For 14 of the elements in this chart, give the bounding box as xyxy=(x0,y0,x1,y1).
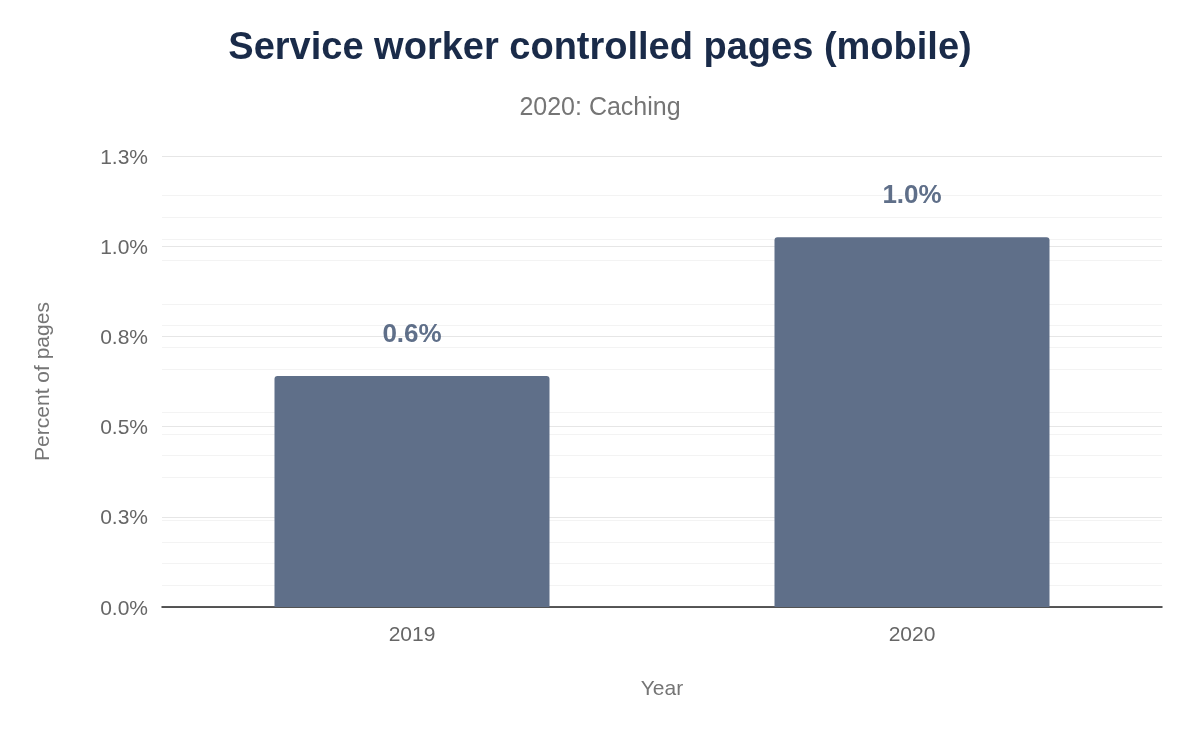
y-tick-label: 0.3% xyxy=(100,505,148,529)
x-tick-label: 2019 xyxy=(388,622,436,645)
y-tick-label: 0.0% xyxy=(100,595,148,619)
chart-title: Service worker controlled pages (mobile) xyxy=(228,25,972,67)
data-label: 1.0% xyxy=(882,179,942,210)
chart-subtitle: 2020: Caching xyxy=(519,91,681,120)
y-axis-title: Percent of pages xyxy=(30,302,53,461)
y-tick-label: 1.3% xyxy=(100,144,148,168)
data-label: 0.6% xyxy=(382,318,442,349)
y-tick-label: 0.5% xyxy=(100,415,148,439)
y-tick-label: 1.0% xyxy=(100,234,148,258)
x-axis-title: Year xyxy=(640,676,684,699)
y-tick-label: 0.8% xyxy=(100,324,148,348)
x-tick-label: 2020 xyxy=(888,622,936,645)
